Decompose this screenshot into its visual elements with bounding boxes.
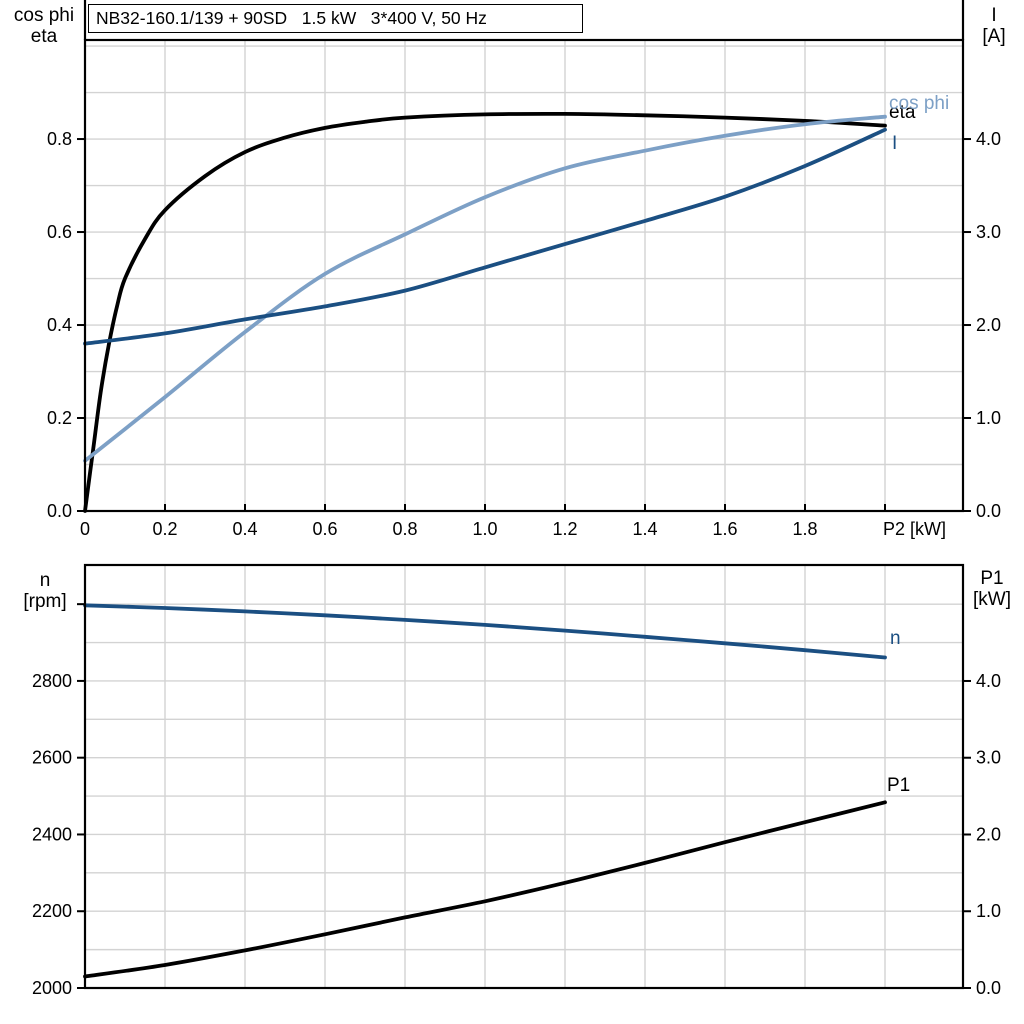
axis-label-current-unit: [A] bbox=[982, 26, 1006, 47]
svg-text:0.8: 0.8 bbox=[47, 129, 72, 149]
bottom-left-axis-label: n [rpm] bbox=[10, 570, 80, 612]
bottom-right-axis-label: P1 [kW] bbox=[963, 568, 1021, 610]
gridlines bbox=[85, 565, 963, 988]
tick-labels: 2000 2200 2400 2600 2800 0.0 1.0 2.0 3.0 4.0 bbox=[32, 671, 1001, 998]
svg-text:0.0: 0.0 bbox=[976, 501, 1001, 521]
svg-text:0.0: 0.0 bbox=[976, 978, 1001, 998]
plot-frame bbox=[83, 563, 965, 990]
plot-frame bbox=[83, 0, 965, 513]
svg-text:2.0: 2.0 bbox=[976, 824, 1001, 844]
svg-text:4.0: 4.0 bbox=[976, 129, 1001, 149]
svg-text:3.0: 3.0 bbox=[976, 222, 1001, 242]
svg-text:1.0: 1.0 bbox=[976, 901, 1001, 921]
plot-bottom: n P1 2000 2200 2400 2600 2800 0.0 1.0 2.0 3.0 4.0 bbox=[32, 563, 1001, 998]
curve-label-cos-phi: cos phi bbox=[889, 93, 949, 114]
svg-text:0.6: 0.6 bbox=[47, 222, 72, 242]
curve-label-P1: P1 bbox=[887, 775, 910, 796]
svg-text:0.4: 0.4 bbox=[47, 315, 72, 335]
svg-text:P2 [kW]: P2 [kW] bbox=[883, 519, 946, 539]
series-I bbox=[83, 127, 887, 346]
curve-label-eta: eta bbox=[889, 102, 916, 123]
svg-text:0: 0 bbox=[80, 519, 90, 539]
axis-ticks bbox=[77, 138, 971, 512]
svg-text:2200: 2200 bbox=[32, 901, 72, 921]
svg-text:0.6: 0.6 bbox=[312, 519, 337, 539]
svg-text:0.8: 0.8 bbox=[392, 519, 417, 539]
svg-text:4.0: 4.0 bbox=[976, 671, 1001, 691]
svg-text:0.2: 0.2 bbox=[47, 408, 72, 428]
series-n bbox=[83, 603, 887, 660]
axis-label-current: I bbox=[991, 5, 997, 26]
svg-text:2400: 2400 bbox=[32, 824, 72, 844]
svg-text:1.0: 1.0 bbox=[472, 519, 497, 539]
curve-label-n: n bbox=[890, 628, 901, 649]
svg-text:0.4: 0.4 bbox=[232, 519, 257, 539]
svg-text:0.2: 0.2 bbox=[152, 519, 177, 539]
axis-label-p1-unit: [kW] bbox=[973, 589, 1011, 610]
svg-text:2000: 2000 bbox=[32, 978, 72, 998]
svg-text:1.2: 1.2 bbox=[552, 519, 577, 539]
axis-label-eta: eta bbox=[30, 26, 58, 47]
svg-text:2600: 2600 bbox=[32, 748, 72, 768]
top-right-axis-label: I [A] bbox=[968, 5, 1020, 47]
top-left-axis-label: cos phi eta bbox=[8, 5, 80, 47]
chart-title: NB32-160.1/139 + 90SD 1.5 kW 3*400 V, 50… bbox=[88, 4, 583, 33]
axis-ticks bbox=[77, 603, 971, 989]
axis-label-speed: n bbox=[39, 570, 51, 591]
series-eta bbox=[83, 111, 887, 513]
svg-text:2.0: 2.0 bbox=[976, 315, 1001, 335]
svg-text:1.6: 1.6 bbox=[712, 519, 737, 539]
series-P1 bbox=[83, 800, 887, 979]
svg-text:2800: 2800 bbox=[32, 671, 72, 691]
axis-label-cos-phi: cos phi bbox=[13, 5, 75, 26]
svg-text:1.4: 1.4 bbox=[632, 519, 657, 539]
svg-text:0.0: 0.0 bbox=[47, 501, 72, 521]
gridlines bbox=[85, 40, 963, 511]
series-cos-phi bbox=[83, 114, 887, 463]
svg-text:1.8: 1.8 bbox=[792, 519, 817, 539]
axis-label-speed-unit: [rpm] bbox=[23, 591, 67, 612]
svg-text:3.0: 3.0 bbox=[976, 748, 1001, 768]
curve-label-I: I bbox=[892, 133, 897, 154]
tick-labels: 0.0 0.2 0.4 0.6 0.8 0.0 1.0 2.0 3.0 4.0 0 0.2 0.4 0.6… bbox=[47, 129, 1001, 539]
axis-label-p1: P1 bbox=[980, 568, 1004, 589]
svg-text:1.0: 1.0 bbox=[976, 408, 1001, 428]
